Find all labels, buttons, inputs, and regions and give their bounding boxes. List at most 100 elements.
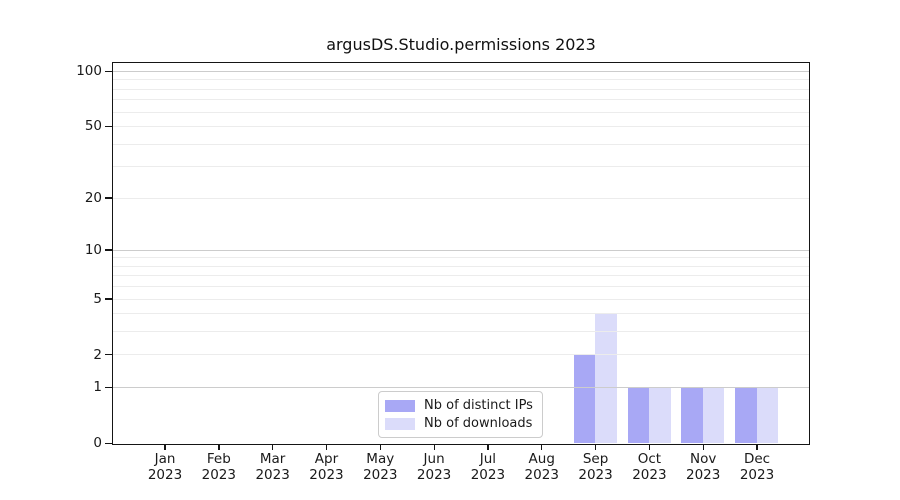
x-tick-year: 2023: [739, 467, 775, 483]
x-tick-label: Apr 2023: [294, 451, 358, 483]
y-gridline-minor: [113, 298, 809, 300]
bar-nb-of-downloads-oct: [649, 387, 671, 443]
y-tick-label: 10: [84, 242, 102, 259]
y-gridline-major: [113, 387, 809, 389]
x-tick-month: Jul: [479, 451, 497, 467]
x-tick-label: Nov 2023: [671, 451, 735, 483]
y-tick-mark: [105, 125, 112, 128]
x-tick-year: 2023: [147, 467, 183, 483]
y-gridline-minor: [113, 313, 809, 315]
x-tick-label: Jun 2023: [402, 451, 466, 483]
x-tick-label: Jan 2023: [133, 451, 197, 483]
y-gridline-minor: [113, 197, 809, 199]
y-tick-mark: [105, 70, 112, 72]
x-tick-label: Aug 2023: [510, 451, 574, 483]
y-gridline-minor: [113, 166, 809, 168]
x-tick-month: Mar: [259, 451, 286, 467]
bar-nb-of-downloads-dec: [756, 387, 779, 443]
bar-nb-of-distinct-ips-oct: [627, 387, 650, 443]
x-tick-month: Nov: [690, 451, 717, 467]
x-tick-mark: [218, 445, 220, 450]
legend-swatch-nb-of-distinct-ips: [385, 399, 415, 412]
bar-nb-of-distinct-ips-sep: [573, 354, 596, 443]
x-tick-mark: [702, 445, 704, 450]
x-tick-year: 2023: [416, 467, 452, 483]
x-tick-month: Jan: [154, 451, 176, 467]
y-gridline-minor: [113, 99, 809, 101]
y-tick-mark: [105, 298, 112, 300]
legend-item-nb-of-downloads: Nb of downloads: [385, 416, 536, 431]
x-tick-year: 2023: [524, 467, 559, 483]
y-gridline-minor: [113, 354, 809, 356]
y-gridline-minor: [113, 331, 809, 333]
y-gridline-major: [113, 249, 809, 251]
x-tick-mark: [541, 445, 543, 450]
bar-nb-of-downloads-nov: [702, 387, 725, 443]
x-tick-mark: [594, 445, 597, 450]
x-tick-mark: [379, 445, 381, 450]
x-tick-mark: [756, 445, 758, 450]
x-tick-year: 2023: [309, 467, 344, 483]
y-tick-label: 20: [84, 189, 102, 206]
legend-swatch-nb-of-downloads: [385, 417, 415, 430]
x-tick-month: May: [366, 451, 395, 467]
y-tick-label: 0: [93, 435, 102, 452]
bar-nb-of-downloads-sep: [595, 313, 617, 443]
y-gridline-major: [113, 71, 809, 72]
x-tick-month: Aug: [528, 451, 555, 467]
y-gridline-minor: [113, 257, 809, 259]
y-tick-mark: [105, 386, 112, 389]
y-tick-label: 2: [93, 346, 102, 363]
y-gridline-minor: [113, 79, 809, 81]
x-tick-month: Jun: [423, 451, 445, 467]
x-tick-month: Oct: [637, 451, 662, 467]
x-tick-mark: [325, 445, 328, 450]
x-tick-year: 2023: [363, 467, 398, 483]
x-tick-label: Dec 2023: [725, 451, 789, 483]
x-tick-label: Sep 2023: [564, 451, 628, 483]
y-tick-mark: [105, 354, 112, 356]
x-tick-label: Oct 2023: [617, 451, 681, 483]
legend-label: Nb of downloads: [424, 416, 533, 431]
y-tick-mark: [105, 249, 112, 251]
y-gridline-minor: [113, 111, 809, 113]
y-gridline-minor: [113, 143, 809, 145]
x-tick-month: Feb: [206, 451, 231, 467]
y-gridline-minor: [113, 265, 809, 267]
x-tick-year: 2023: [686, 467, 721, 483]
y-tick-mark: [105, 197, 112, 199]
x-tick-mark: [272, 445, 274, 450]
y-tick-label: 1: [93, 379, 102, 396]
x-tick-month: Sep: [582, 451, 609, 467]
y-gridline-minor: [113, 126, 809, 128]
y-gridline-minor: [113, 286, 809, 288]
legend-item-nb-of-distinct-ips: Nb of distinct IPs: [385, 398, 536, 413]
x-tick-label: Mar 2023: [241, 451, 305, 483]
chart-title: argusDS.Studio.permissions 2023: [326, 35, 596, 54]
y-gridline-minor: [113, 275, 809, 277]
y-gridline-minor: [113, 88, 809, 90]
x-tick-mark: [648, 445, 651, 450]
x-tick-year: 2023: [201, 467, 236, 483]
bar-nb-of-distinct-ips-dec: [735, 387, 757, 443]
x-tick-mark: [164, 445, 166, 450]
x-tick-mark: [433, 445, 435, 450]
y-tick-mark: [105, 442, 112, 444]
x-tick-label: Feb 2023: [187, 451, 251, 483]
y-tick-label: 50: [84, 118, 102, 135]
y-tick-label: 5: [93, 290, 102, 307]
x-tick-year: 2023: [255, 467, 290, 483]
x-tick-year: 2023: [632, 467, 667, 483]
x-tick-year: 2023: [470, 467, 506, 483]
x-tick-month: Apr: [314, 451, 339, 467]
plot-area: [112, 62, 810, 445]
bar-nb-of-distinct-ips-nov: [681, 387, 703, 443]
x-tick-month: Dec: [743, 451, 771, 467]
y-tick-label: 100: [76, 63, 102, 80]
x-tick-year: 2023: [578, 467, 613, 483]
x-tick-label: Jul 2023: [456, 451, 520, 483]
legend-label: Nb of distinct IPs: [424, 398, 533, 413]
x-tick-mark: [487, 445, 489, 450]
x-tick-label: May 2023: [348, 451, 412, 483]
